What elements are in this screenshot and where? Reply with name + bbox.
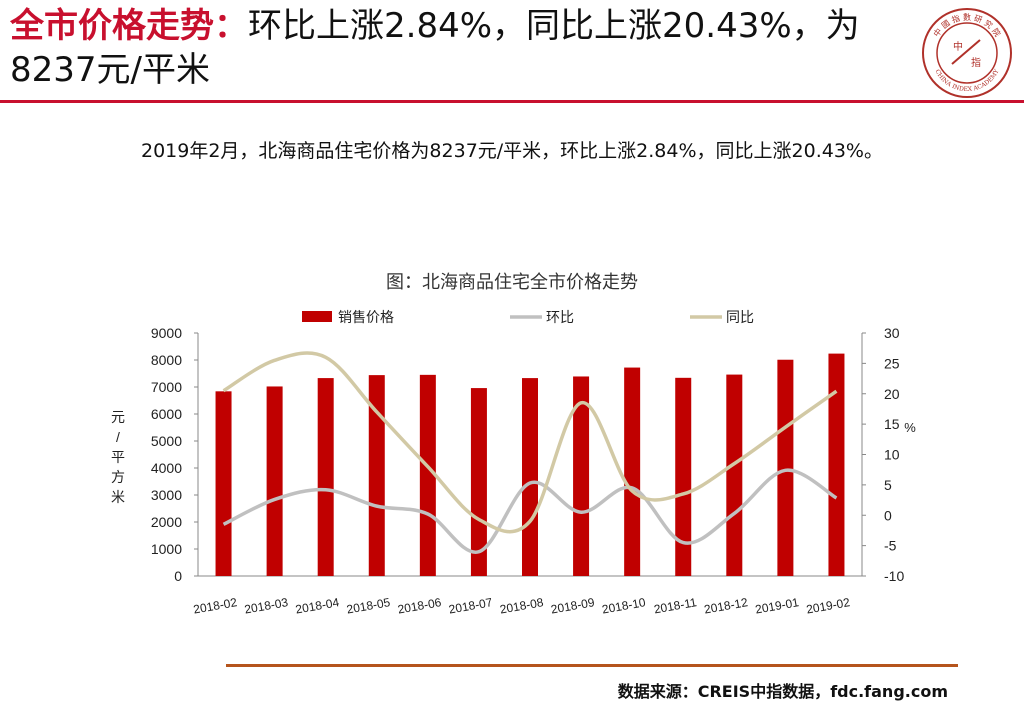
logo-seal: 中 國 指 數 研 究 院 CHINA INDEX ACADEMY 中 指 <box>922 8 1012 98</box>
yoy-line <box>222 351 838 534</box>
x-tick-label: 2018-03 <box>243 595 289 616</box>
legend-swatch-price <box>302 311 332 322</box>
y-right-tick-label: 15 <box>884 416 900 432</box>
x-tick-label: 2018-06 <box>397 595 443 616</box>
source-text: 数据来源：CREIS中指数据，fdc.fang.com <box>617 682 948 701</box>
price-bar <box>470 388 487 576</box>
x-tick-label: 2018-05 <box>345 595 391 616</box>
x-tick-label: 2018-08 <box>499 595 545 616</box>
price-bar <box>777 359 794 576</box>
x-tick-label: 2019-02 <box>805 595 851 616</box>
y-left-tick-label: 3000 <box>151 487 182 503</box>
page-title-highlight: 全市价格走势： <box>10 6 248 46</box>
source-divider <box>226 664 958 667</box>
y-right-axis-label: % <box>904 420 916 435</box>
y-left-tick-label: 1000 <box>151 541 182 557</box>
y-right-tick-label: 10 <box>884 447 900 463</box>
price-bar <box>726 374 743 576</box>
x-tick-label: 2018-10 <box>601 595 647 616</box>
y-left-axis-label-char: 平 <box>111 449 125 465</box>
price-bar <box>522 378 538 576</box>
x-tick-label: 2018-02 <box>192 595 238 616</box>
y-left-axis-label-char: 元 <box>111 409 125 425</box>
y-left-axis-label-char: 方 <box>111 469 125 485</box>
x-tick-label: 2018-07 <box>448 595 494 616</box>
price-bar <box>215 391 232 576</box>
y-right-tick-label: 30 <box>884 325 900 341</box>
price-bar <box>624 367 641 576</box>
price-bar <box>675 377 692 576</box>
y-left-tick-label: 9000 <box>151 325 182 341</box>
summary-text: 2019年2月，北海商品住宅价格为8237元/平米，环比上涨2.84%，同比上涨… <box>140 140 883 162</box>
y-left-tick-label: 8000 <box>151 352 182 368</box>
y-right-tick-label: 0 <box>884 507 892 523</box>
chart-title: 图：北海商品住宅全市价格走势 <box>386 272 638 293</box>
y-left-tick-label: 7000 <box>151 379 182 395</box>
x-tick-label: 2018-11 <box>653 595 698 616</box>
y-right-tick-label: 5 <box>884 477 892 493</box>
page-title: 全市价格走势：环比上涨2.84%，同比上涨20.43%，为8237元/平米 <box>10 4 890 92</box>
title-divider <box>0 100 1024 103</box>
y-left-tick-label: 5000 <box>151 433 182 449</box>
y-right-tick-label: -5 <box>884 538 897 554</box>
price-bar <box>266 386 283 576</box>
price-bar <box>573 376 590 576</box>
y-left-axis-label-char: 米 <box>111 489 125 505</box>
x-tick-label: 2018-04 <box>294 595 340 616</box>
price-trend-chart: 0 1000 2000 3000 4000 5000 6000 7000 8000 9000 -10… <box>111 309 916 617</box>
mom-line <box>222 468 838 554</box>
china-index-academy-logo: 中 國 指 數 研 究 院 CHINA INDEX ACADEMY 中 指 <box>920 6 1014 100</box>
page-title-rest: 环比上涨2.84%，同比上涨20.43%，为8237元/平米 <box>10 6 860 90</box>
y-right-tick-label: 25 <box>884 355 900 371</box>
legend-label: 销售价格 <box>338 309 394 325</box>
price-bar <box>828 353 845 576</box>
y-left-axis-label-char: / <box>116 429 120 445</box>
legend-label: 同比 <box>726 309 754 325</box>
y-left-tick-label: 0 <box>174 568 182 584</box>
logo-center-text-2: 指 <box>971 56 981 69</box>
legend-label: 环比 <box>546 309 574 325</box>
x-tick-label: 2019-01 <box>754 595 800 616</box>
y-left-tick-label: 4000 <box>151 460 182 476</box>
y-right-tick-label: -10 <box>884 568 904 584</box>
price-bar <box>419 374 436 576</box>
price-bar <box>368 375 385 576</box>
y-right-tick-label: 20 <box>884 386 900 402</box>
logo-center-text-1: 中 <box>953 40 963 53</box>
x-tick-label: 2018-09 <box>550 595 596 616</box>
y-left-tick-label: 2000 <box>151 514 182 530</box>
y-left-tick-label: 6000 <box>151 406 182 422</box>
price-bar <box>317 378 334 576</box>
x-tick-label: 2018-12 <box>703 595 749 616</box>
